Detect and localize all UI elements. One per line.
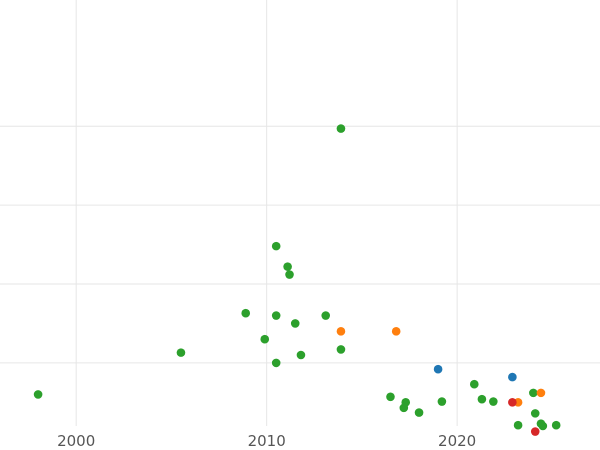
- scatter-point: [33, 390, 43, 399]
- scatter-point: [469, 379, 479, 389]
- scatter-point: [285, 270, 294, 279]
- scatter-point: [176, 348, 186, 357]
- data-points: [33, 124, 561, 436]
- scatter-point: [271, 241, 281, 251]
- scatter-point: [336, 327, 346, 336]
- scatter-point: [336, 345, 346, 354]
- scatter-point: [551, 420, 561, 430]
- scatter-point: [508, 372, 517, 382]
- scatter-point: [386, 392, 395, 402]
- scatter-point: [271, 358, 281, 368]
- scatter-point: [290, 319, 300, 328]
- scatter-point: [433, 364, 443, 374]
- scatter-point: [296, 350, 306, 360]
- scatter-point: [530, 427, 540, 436]
- scatter-point: [401, 398, 411, 407]
- scatter-point: [477, 394, 487, 404]
- scatter-point: [321, 311, 331, 320]
- scatter-point: [437, 397, 447, 406]
- scatter-point: [260, 334, 270, 344]
- scatter-point: [538, 421, 548, 431]
- scatter-point: [391, 327, 401, 336]
- x-axis-ticks: 2000 2010 2020: [57, 432, 476, 450]
- scatter-point: [530, 409, 540, 418]
- scatter-point: [489, 397, 498, 406]
- scatter-point: [271, 311, 281, 320]
- x-tick-label: 2000: [57, 432, 95, 450]
- scatter-point: [536, 388, 546, 398]
- x-tick-label: 2010: [248, 432, 286, 450]
- scatter-point: [414, 408, 424, 417]
- x-tick-label: 2020: [438, 432, 476, 450]
- scatter-point: [336, 124, 346, 133]
- scatter-point: [508, 398, 517, 407]
- scatter-point: [283, 262, 292, 271]
- scatter-point: [513, 420, 523, 430]
- scatter-point: [241, 308, 251, 318]
- grid: [0, 0, 600, 426]
- scatter-point: [529, 388, 538, 398]
